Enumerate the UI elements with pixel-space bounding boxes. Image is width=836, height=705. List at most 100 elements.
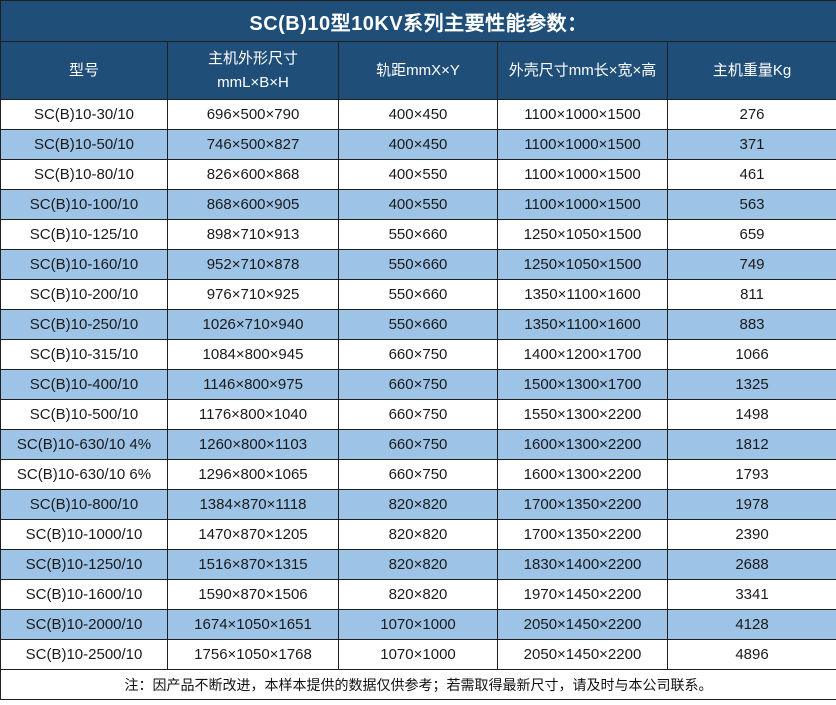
cell-dims: 952×710×878 xyxy=(167,249,339,280)
cell-dims: 696×500×790 xyxy=(167,99,339,130)
cell-rail: 550×660 xyxy=(338,219,498,250)
cell-model: SC(B)10-400/10 xyxy=(0,369,168,400)
cell-dims: 1084×800×945 xyxy=(167,339,339,370)
cell-weight: 1066 xyxy=(666,339,836,370)
cell-model: SC(B)10-315/10 xyxy=(0,339,168,370)
column-header-model: 型号 xyxy=(0,41,168,100)
column-header-dims: 主机外形尺寸 mmL×B×H xyxy=(167,41,339,100)
cell-model: SC(B)10-2500/10 xyxy=(0,639,168,670)
column-header-row: 型号 主机外形尺寸 mmL×B×H 轨距mmX×Y 外壳尺寸mm长×宽×高 主机… xyxy=(0,41,836,100)
cell-model: SC(B)10-160/10 xyxy=(0,249,168,280)
cell-shell: 1100×1000×1500 xyxy=(497,159,668,190)
cell-rail: 820×820 xyxy=(338,549,498,580)
table-row: SC(B)10-1250/10 1516×870×1315 820×820 1830×… xyxy=(0,549,836,580)
cell-model: SC(B)10-80/10 xyxy=(0,159,168,190)
cell-rail: 820×820 xyxy=(338,489,498,520)
cell-rail: 550×660 xyxy=(338,309,498,340)
cell-weight: 1793 xyxy=(666,459,836,490)
cell-shell: 1350×1100×1600 xyxy=(497,309,668,340)
cell-shell: 1100×1000×1500 xyxy=(497,129,668,160)
cell-rail: 400×550 xyxy=(338,159,498,190)
table-row: SC(B)10-125/10 898×710×913 550×660 1250×105… xyxy=(0,219,836,250)
cell-dims: 1470×870×1205 xyxy=(167,519,339,550)
cell-dims: 1176×800×1040 xyxy=(167,399,339,430)
cell-dims: 1674×1050×1651 xyxy=(167,609,339,640)
cell-rail: 1070×1000 xyxy=(338,639,498,670)
cell-rail: 660×750 xyxy=(338,399,498,430)
cell-weight: 2390 xyxy=(666,519,836,550)
cell-rail: 400×450 xyxy=(338,99,498,130)
cell-dims: 1756×1050×1768 xyxy=(167,639,339,670)
cell-rail: 550×660 xyxy=(338,249,498,280)
table-row: SC(B)10-160/10 952×710×878 550×660 1250×105… xyxy=(0,249,836,280)
table-row: SC(B)10-1600/10 1590×870×1506 820×820 1970×… xyxy=(0,579,836,610)
table-row: SC(B)10-50/10 746×500×827 400×450 1100×1000… xyxy=(0,129,836,160)
cell-weight: 276 xyxy=(666,99,836,130)
cell-dims: 1590×870×1506 xyxy=(167,579,339,610)
cell-shell: 1100×1000×1500 xyxy=(497,189,668,220)
cell-shell: 1970×1450×2200 xyxy=(497,579,668,610)
cell-weight: 2688 xyxy=(666,549,836,580)
table-row: SC(B)10-80/10 826×600×868 400×550 1100×1000… xyxy=(0,159,836,190)
cell-weight: 461 xyxy=(666,159,836,190)
cell-model: SC(B)10-50/10 xyxy=(0,129,168,160)
cell-model: SC(B)10-30/10 xyxy=(0,99,168,130)
column-header-rail: 轨距mmX×Y xyxy=(338,41,498,100)
column-header-weight: 主机重量Kg xyxy=(666,41,836,100)
cell-dims: 976×710×925 xyxy=(167,279,339,310)
table-row: SC(B)10-400/10 1146×800×975 660×750 1500×13… xyxy=(0,369,836,400)
cell-model: SC(B)10-1250/10 xyxy=(0,549,168,580)
cell-model: SC(B)10-630/10 6% xyxy=(0,459,168,490)
table-row: SC(B)10-630/10 6% 1296×800×1065 660×750 160… xyxy=(0,459,836,490)
table-row: SC(B)10-2500/10 1756×1050×1768 1070×1000 20… xyxy=(0,639,836,670)
cell-rail: 550×660 xyxy=(338,279,498,310)
cell-model: SC(B)10-500/10 xyxy=(0,399,168,430)
footer-row: 注：因产品不断改进，本样本提供的数据仅供参考；若需取得最新尺寸，请及时与本公司联… xyxy=(0,669,836,700)
cell-model: SC(B)10-125/10 xyxy=(0,219,168,250)
column-header-dims-line1: 主机外形尺寸 xyxy=(207,49,298,67)
table-row: SC(B)10-500/10 1176×800×1040 660×750 1550×1… xyxy=(0,399,836,430)
cell-model: SC(B)10-630/10 4% xyxy=(0,429,168,460)
table-row: SC(B)10-630/10 4% 1260×800×1103 660×750 160… xyxy=(0,429,836,460)
table-row: SC(B)10-800/10 1384×870×1118 820×820 1700×1… xyxy=(0,489,836,520)
cell-rail: 820×820 xyxy=(338,579,498,610)
cell-model: SC(B)10-1000/10 xyxy=(0,519,168,550)
cell-rail: 820×820 xyxy=(338,519,498,550)
table-row: SC(B)10-315/10 1084×800×945 660×750 1400×12… xyxy=(0,339,836,370)
cell-weight: 4896 xyxy=(666,639,836,670)
cell-rail: 660×750 xyxy=(338,339,498,370)
table-row: SC(B)10-100/10 868×600×905 400×550 1100×100… xyxy=(0,189,836,220)
table-body: SC(B)10-30/10 696×500×790 400×450 1100×1000… xyxy=(0,99,836,670)
cell-shell: 1700×1350×2200 xyxy=(497,489,668,520)
cell-weight: 3341 xyxy=(666,579,836,610)
cell-dims: 826×600×868 xyxy=(167,159,339,190)
table-row: SC(B)10-1000/10 1470×870×1205 820×820 1700×… xyxy=(0,519,836,550)
cell-weight: 4128 xyxy=(666,609,836,640)
cell-shell: 1550×1300×2200 xyxy=(497,399,668,430)
cell-dims: 1260×800×1103 xyxy=(167,429,339,460)
cell-rail: 660×750 xyxy=(338,459,498,490)
column-header-dims-line2: mmL×B×H xyxy=(217,73,289,91)
cell-model: SC(B)10-1600/10 xyxy=(0,579,168,610)
cell-shell: 2050×1450×2200 xyxy=(497,639,668,670)
cell-weight: 1978 xyxy=(666,489,836,520)
table-row: SC(B)10-200/10 976×710×925 550×660 1350×110… xyxy=(0,279,836,310)
cell-shell: 1500×1300×1700 xyxy=(497,369,668,400)
cell-shell: 1700×1350×2200 xyxy=(497,519,668,550)
title-row: SC(B)10型10KV系列主要性能参数： xyxy=(0,0,836,42)
cell-shell: 1250×1050×1500 xyxy=(497,219,668,250)
cell-dims: 868×600×905 xyxy=(167,189,339,220)
cell-weight: 811 xyxy=(666,279,836,310)
cell-shell: 1600×1300×2200 xyxy=(497,429,668,460)
cell-shell: 1350×1100×1600 xyxy=(497,279,668,310)
cell-model: SC(B)10-100/10 xyxy=(0,189,168,220)
cell-weight: 659 xyxy=(666,219,836,250)
cell-weight: 1812 xyxy=(666,429,836,460)
table-row: SC(B)10-2000/10 1674×1050×1651 1070×1000 20… xyxy=(0,609,836,640)
cell-rail: 660×750 xyxy=(338,369,498,400)
cell-model: SC(B)10-800/10 xyxy=(0,489,168,520)
cell-dims: 1384×870×1118 xyxy=(167,489,339,520)
cell-rail: 1070×1000 xyxy=(338,609,498,640)
cell-weight: 883 xyxy=(666,309,836,340)
